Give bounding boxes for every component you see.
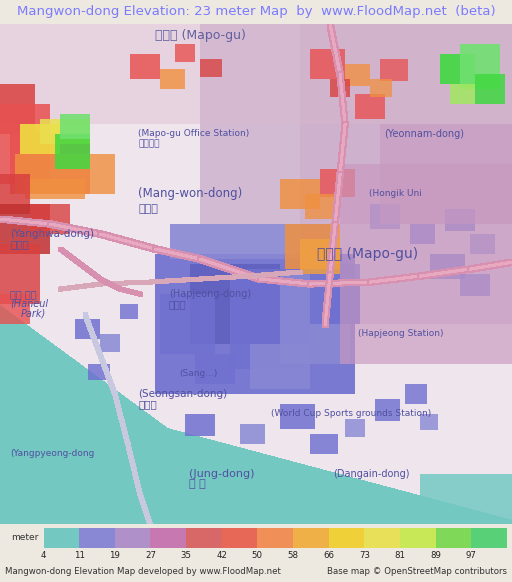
Text: 마포구 (Mapo-gu): 마포구 (Mapo-gu) [317, 247, 419, 261]
Bar [44, 528, 79, 548]
Bar [329, 528, 365, 548]
Text: 19: 19 [110, 551, 120, 560]
Text: 73: 73 [359, 551, 370, 560]
Bar [293, 528, 329, 548]
Text: (Yeonnam-dong): (Yeonnam-dong) [384, 129, 464, 139]
Bar [471, 528, 507, 548]
Text: 81: 81 [394, 551, 406, 560]
Text: 66: 66 [323, 551, 334, 560]
Text: meter: meter [11, 533, 38, 542]
Bar [436, 528, 471, 548]
Text: 마포구 (Mapo-gu): 마포구 (Mapo-gu) [155, 30, 246, 42]
Text: (Dangain-dong): (Dangain-dong) [333, 469, 409, 479]
Bar [400, 528, 436, 548]
Bar [365, 528, 400, 548]
Text: (Hapjeong Station): (Hapjeong Station) [358, 329, 444, 339]
Text: (Yanghwa-dong): (Yanghwa-dong) [10, 229, 94, 239]
Text: 마포구청: 마포구청 [138, 140, 160, 148]
Text: 42: 42 [216, 551, 227, 560]
Bar [79, 528, 115, 548]
Text: Base map © OpenStreetMap contributors: Base map © OpenStreetMap contributors [327, 567, 507, 577]
Text: 27: 27 [145, 551, 156, 560]
Text: 중 동: 중 동 [189, 479, 206, 489]
Text: (Jung-dong): (Jung-dong) [189, 469, 255, 479]
Text: (World Cup Sports grounds Station): (World Cup Sports grounds Station) [271, 410, 432, 418]
Text: 망원동: 망원동 [138, 204, 158, 214]
Text: (Hapjeong-dong): (Hapjeong-dong) [169, 289, 251, 299]
Text: Mangwon-dong Elevation: 23 meter Map  by  www.FloodMap.net  (beta): Mangwon-dong Elevation: 23 meter Map by … [17, 5, 495, 17]
Text: (Seongsan-dong): (Seongsan-dong) [138, 389, 227, 399]
Bar [151, 528, 186, 548]
Text: 97: 97 [466, 551, 477, 560]
Text: 89: 89 [430, 551, 441, 560]
Text: 하늘 공원: 하늘 공원 [10, 289, 37, 299]
Text: (Mang-won-dong): (Mang-won-dong) [138, 187, 243, 201]
Text: 35: 35 [181, 551, 191, 560]
Text: 58: 58 [288, 551, 298, 560]
Bar [186, 528, 222, 548]
Bar [222, 528, 258, 548]
Text: 성산동: 성산동 [138, 399, 157, 409]
Bar [115, 528, 151, 548]
Text: 양화동: 양화동 [10, 239, 29, 249]
Text: (Haneul: (Haneul [10, 299, 48, 309]
Text: (Yangpyeong-dong: (Yangpyeong-dong [10, 449, 95, 459]
Text: (Mapo-gu Office Station): (Mapo-gu Office Station) [138, 130, 249, 139]
Text: (Hongik Uni: (Hongik Uni [369, 190, 421, 198]
Bar [258, 528, 293, 548]
Text: 50: 50 [252, 551, 263, 560]
Text: Park): Park) [20, 309, 46, 319]
Text: 합정동: 합정동 [169, 299, 186, 309]
Text: 11: 11 [74, 551, 84, 560]
Text: 4: 4 [41, 551, 46, 560]
Text: Mangwon-dong Elevation Map developed by www.FloodMap.net: Mangwon-dong Elevation Map developed by … [5, 567, 281, 577]
Text: (Sang...): (Sang...) [179, 370, 218, 378]
